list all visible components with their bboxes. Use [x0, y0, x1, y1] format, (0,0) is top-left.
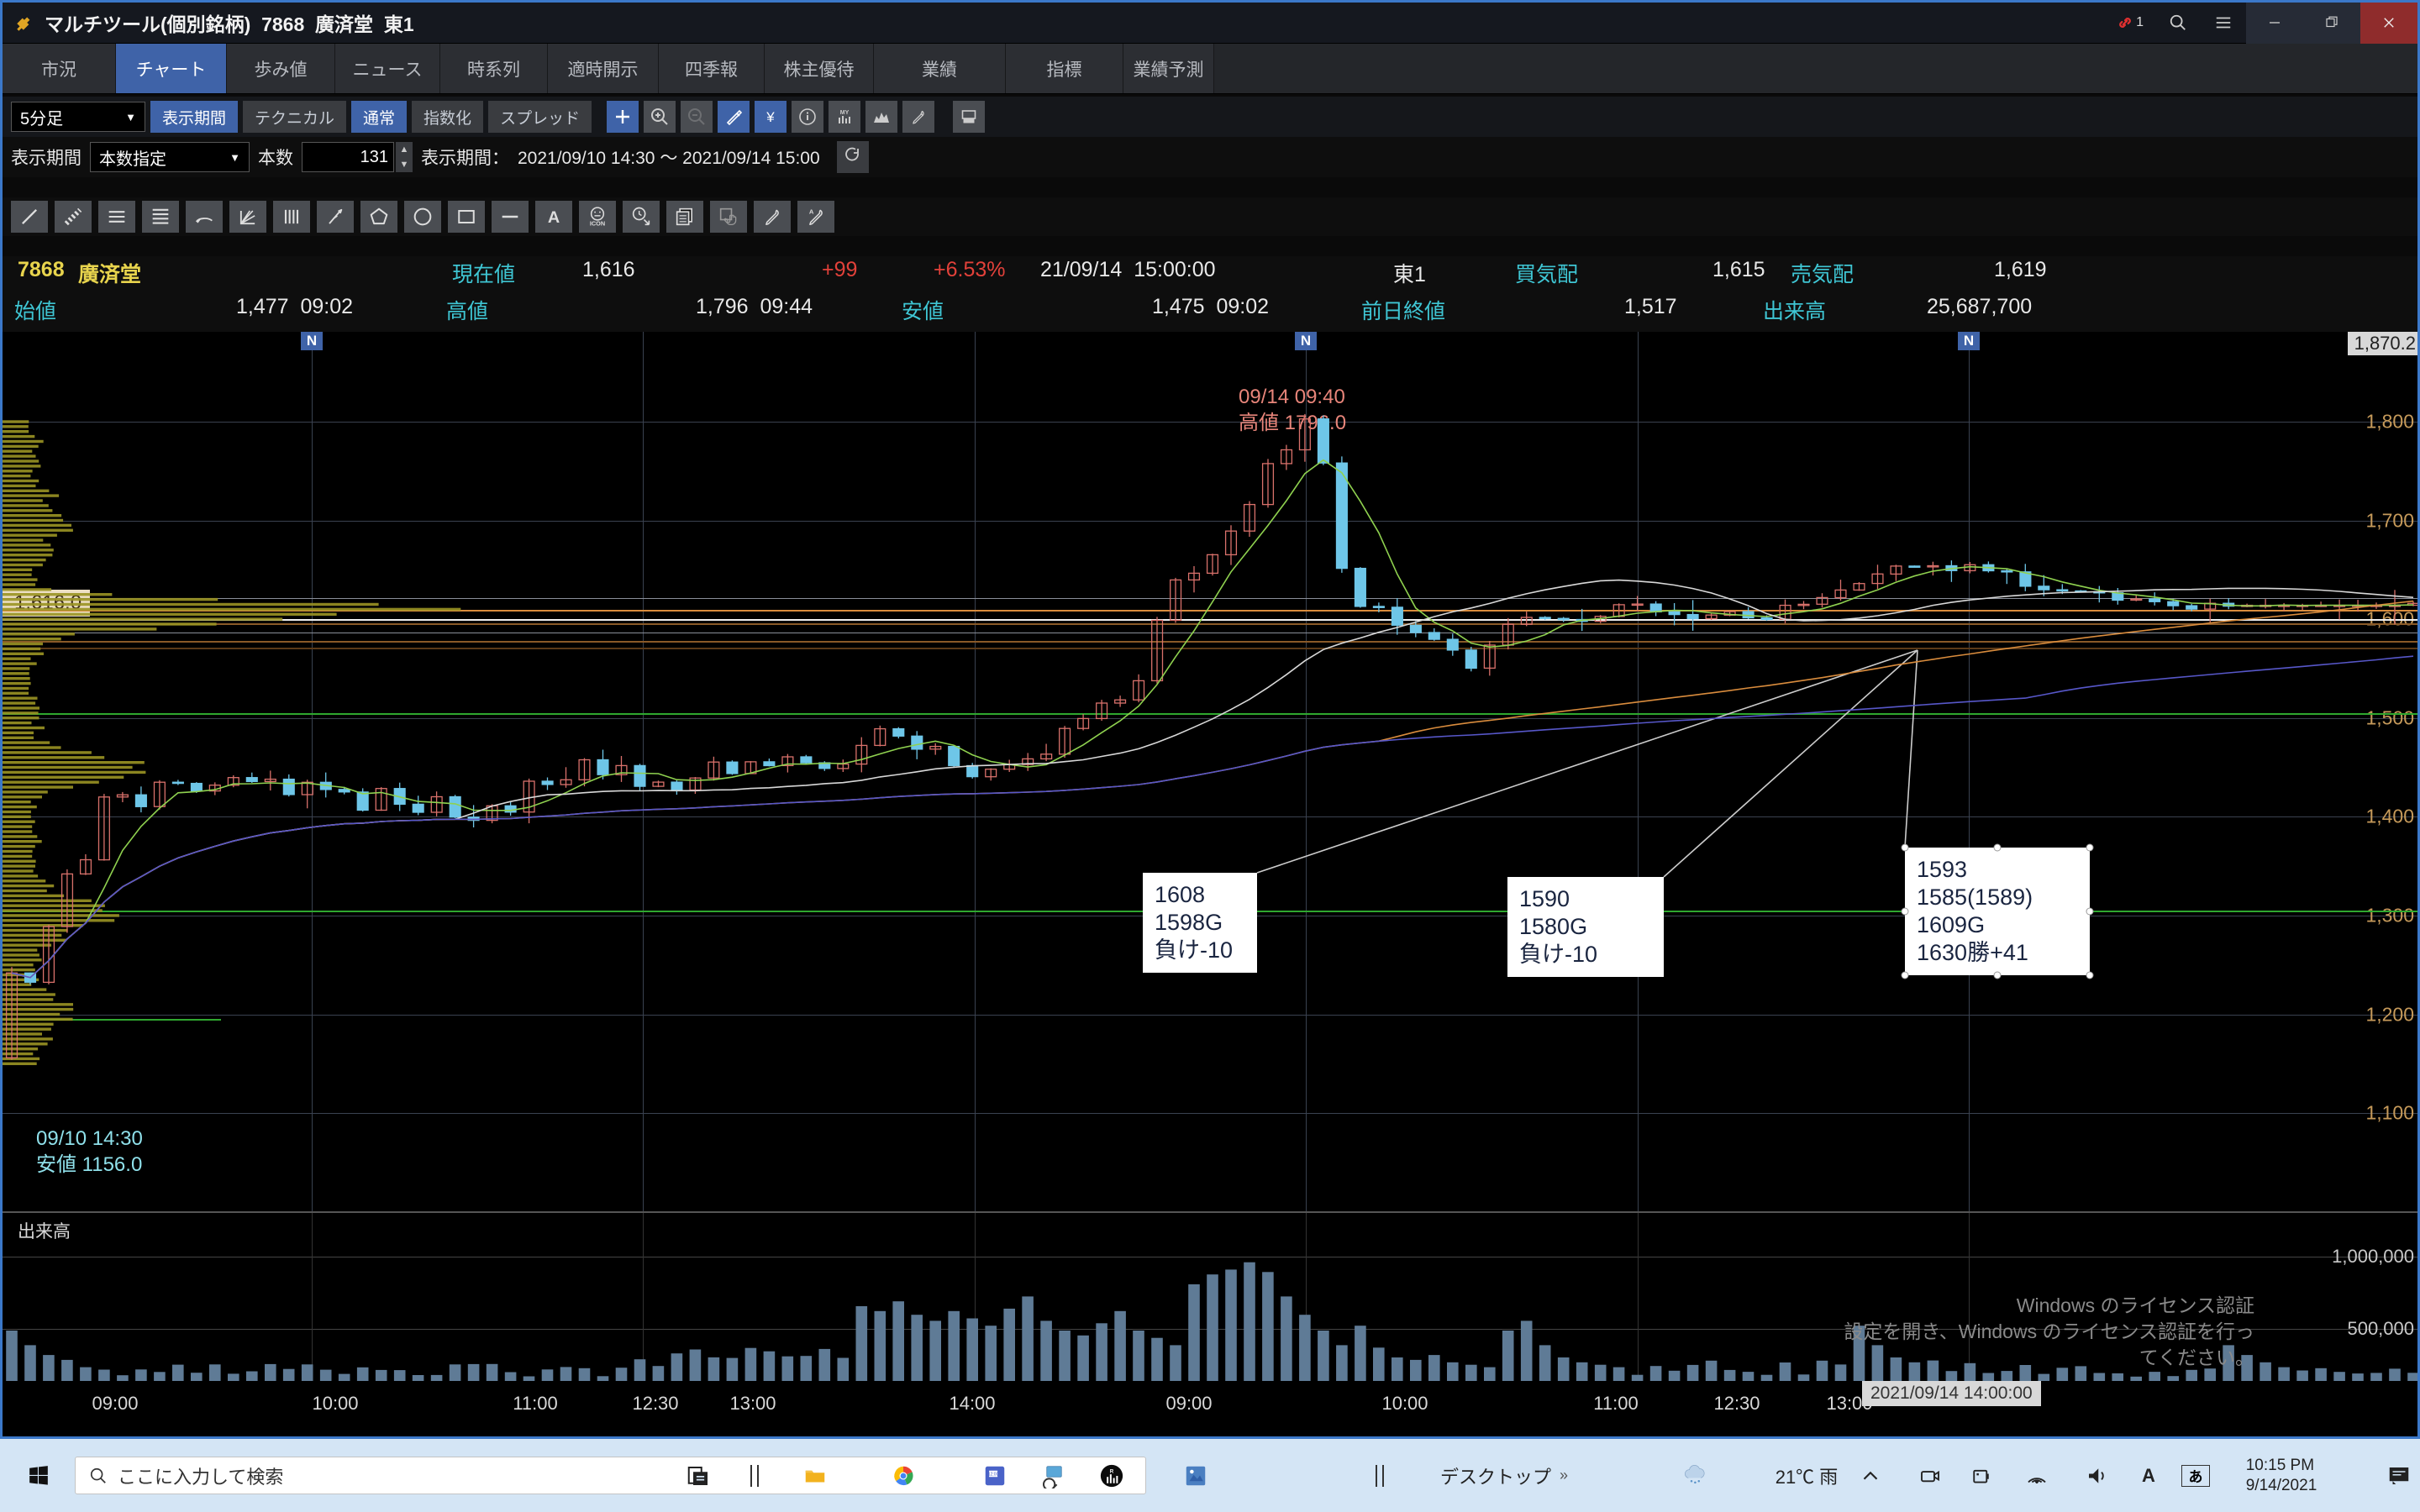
svg-text:ICON: ICON	[590, 220, 605, 228]
svg-text:A: A	[548, 208, 560, 227]
svg-text:¥: ¥	[765, 109, 775, 125]
svg-text:MY: MY	[840, 110, 850, 116]
svg-text:A: A	[809, 208, 814, 216]
